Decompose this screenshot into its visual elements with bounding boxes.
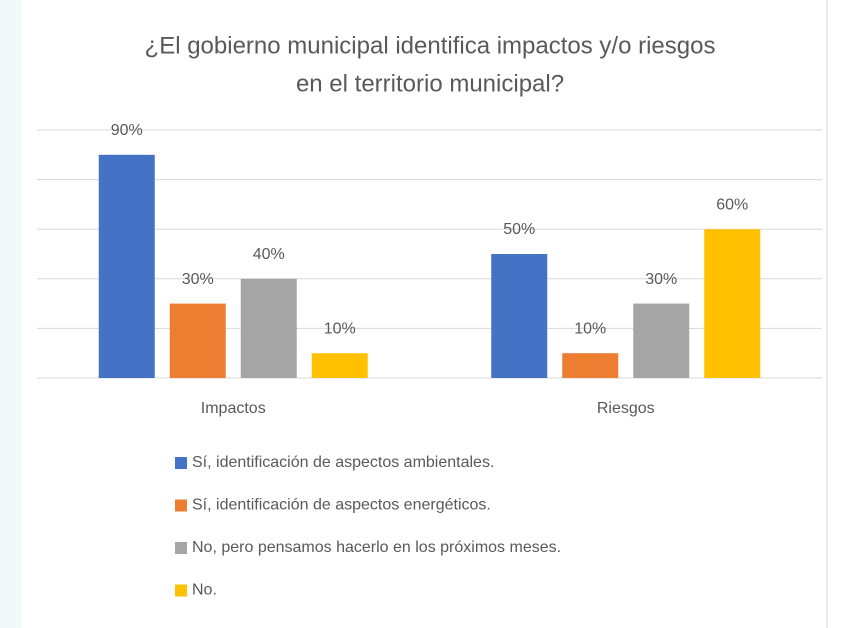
legend-swatch xyxy=(175,584,187,597)
bar xyxy=(704,229,761,378)
bar xyxy=(633,303,690,378)
legend-swatch xyxy=(175,457,187,469)
chart-title: ¿El gobierno municipal identifica impact… xyxy=(145,32,716,59)
chart-title: en el territorio municipal? xyxy=(296,70,564,97)
data-label: 90% xyxy=(111,122,143,139)
bar xyxy=(98,154,155,378)
legend-label: Sí, identificación de aspectos ambiental… xyxy=(192,454,494,471)
bar xyxy=(562,353,619,378)
side-band xyxy=(0,0,22,628)
data-label: 10% xyxy=(324,320,356,337)
bar xyxy=(311,353,368,378)
legend-label: No, pero pensamos hacerlo en los próximo… xyxy=(192,539,561,556)
data-label: 50% xyxy=(503,221,535,238)
x-tick-label: Impactos xyxy=(201,400,266,417)
data-label: 60% xyxy=(716,196,748,213)
data-label: 30% xyxy=(645,271,677,288)
legend-swatch xyxy=(175,499,187,512)
data-label: 30% xyxy=(182,271,214,288)
legend-label: No. xyxy=(192,582,217,599)
data-label: 40% xyxy=(253,246,285,263)
bar xyxy=(240,278,297,378)
x-tick-label: Riesgos xyxy=(597,400,655,417)
bar xyxy=(169,303,226,378)
legend-swatch xyxy=(175,542,187,554)
legend-label: Sí, identificación de aspectos energétic… xyxy=(192,497,491,514)
bar xyxy=(491,254,548,378)
data-label: 10% xyxy=(574,320,606,337)
